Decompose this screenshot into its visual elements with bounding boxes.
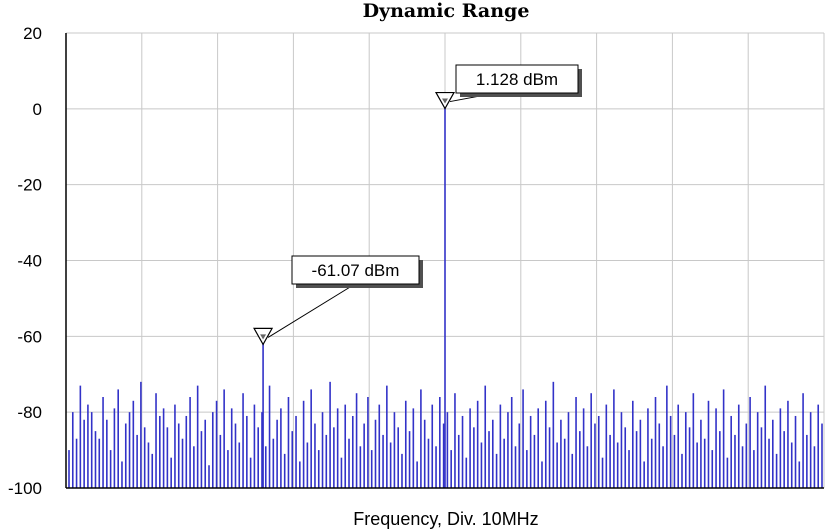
- y-tick-label: 0: [33, 100, 42, 119]
- marker-leader-line: [267, 283, 356, 338]
- y-tick-label: -80: [17, 403, 42, 422]
- marker-label: -61.07 dBm: [312, 261, 400, 280]
- y-axis-ticks: 20 0 -20 -40 -60 -80 -100: [8, 24, 42, 498]
- marker-triangle-inner: [260, 334, 267, 340]
- x-axis-label: Frequency, Div. 10MHz: [353, 509, 538, 529]
- y-tick-label: -100: [8, 479, 42, 498]
- marker-label: 1.128 dBm: [476, 70, 558, 89]
- marker-triangle-inner: [442, 98, 448, 104]
- y-tick-label: 20: [23, 24, 42, 43]
- carrier-trace: [262, 104, 446, 488]
- marker-box: [291, 255, 420, 285]
- chart-title: Dynamic Range: [363, 0, 530, 22]
- y-tick-label: -20: [17, 176, 42, 195]
- noise-floor-trace: [68, 381, 823, 488]
- y-tick-label: -60: [17, 327, 42, 346]
- markers: 1.128 dBm -61.07 dBm: [253, 64, 582, 346]
- marker-box: [455, 64, 579, 94]
- y-tick-label: -40: [17, 252, 42, 271]
